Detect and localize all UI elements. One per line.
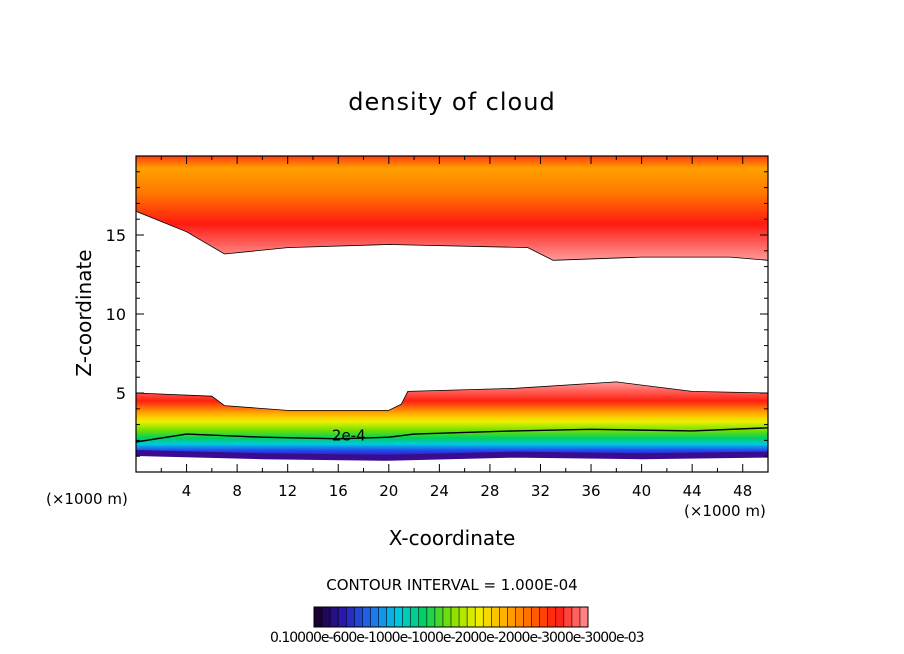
y-tick-label: 10 xyxy=(106,305,126,324)
colorbar-cell xyxy=(531,607,541,627)
x-axis-label: X-coordinate xyxy=(388,526,516,550)
colorbar-cell xyxy=(442,607,452,627)
colorbar-cell xyxy=(563,607,573,627)
colorbar-cell xyxy=(451,607,460,627)
colorbar-cell xyxy=(515,607,525,627)
x-tick-label: 24 xyxy=(430,482,449,500)
colorbar-frame xyxy=(313,606,589,628)
colorbar-cell xyxy=(467,607,476,627)
x-tick-label: 44 xyxy=(683,482,702,500)
colorbar-cell xyxy=(483,607,492,627)
colorbar-cell xyxy=(523,607,533,627)
lower-cloud-edge xyxy=(136,381,768,411)
colorbar-cell xyxy=(370,607,379,627)
colorbar-cell xyxy=(555,607,565,627)
colorbar-labels: 0.10000e-600e-1000e-1000e-2000e-2000e-30… xyxy=(270,630,645,646)
contour-line-2e-4 xyxy=(136,427,768,443)
x-tick-label: 40 xyxy=(632,482,651,500)
colorbar-cell xyxy=(418,607,428,627)
x-tick-label: 16 xyxy=(329,482,348,500)
colorbar-cell xyxy=(499,607,508,627)
colorbar-cell xyxy=(475,607,484,627)
colorbar-cell xyxy=(394,607,404,627)
colorbar-cell xyxy=(322,607,331,627)
colorbar-cell xyxy=(579,607,589,627)
contour-label: 2e-4 xyxy=(332,426,366,444)
upper-cloud-layer xyxy=(136,156,768,261)
x-unit-label-right: (×1000 m) xyxy=(684,502,766,520)
x-tick-label: 32 xyxy=(531,482,550,500)
colorbar-cell xyxy=(354,607,363,627)
contour-interval-note: CONTOUR INTERVAL = 1.000E-04 xyxy=(326,576,578,594)
colorbar-cell xyxy=(314,607,323,627)
colorbar-cell xyxy=(362,607,371,627)
y-tick-label: 15 xyxy=(106,226,126,245)
colorbar-cell xyxy=(434,607,444,627)
colorbar-cell xyxy=(410,607,420,627)
colorbar-cell xyxy=(338,607,347,627)
colorbar-cell xyxy=(571,607,581,627)
x-tick-label: 4 xyxy=(182,482,192,500)
x-unit-label-left: (×1000 m) xyxy=(46,490,128,508)
colorbar-cell xyxy=(346,607,355,627)
x-tick-label: 48 xyxy=(733,482,752,500)
x-tick-label: 8 xyxy=(232,482,242,500)
lower-cloud-fringe xyxy=(136,450,768,461)
colorbar-cell xyxy=(459,607,468,627)
x-tick-label: 36 xyxy=(581,482,600,500)
colorbar-cell xyxy=(386,607,396,627)
colorbar-cell xyxy=(539,607,549,627)
y-tick-label: 5 xyxy=(116,384,126,403)
colorbar-cell xyxy=(426,607,436,627)
colorbar-cell xyxy=(491,607,500,627)
chart-title: density of cloud xyxy=(348,88,556,116)
colorbar-cell xyxy=(507,607,516,627)
colorbar-cell xyxy=(330,607,339,627)
colorbar-cell xyxy=(402,607,412,627)
x-tick-label: 12 xyxy=(278,482,297,500)
lower-cloud-layer xyxy=(136,381,768,458)
x-tick-label: 20 xyxy=(379,482,398,500)
upper-cloud-edge xyxy=(136,210,768,261)
colorbar-cell xyxy=(547,607,557,627)
colorbar-cell xyxy=(378,607,388,627)
x-tick-label: 28 xyxy=(480,482,499,500)
